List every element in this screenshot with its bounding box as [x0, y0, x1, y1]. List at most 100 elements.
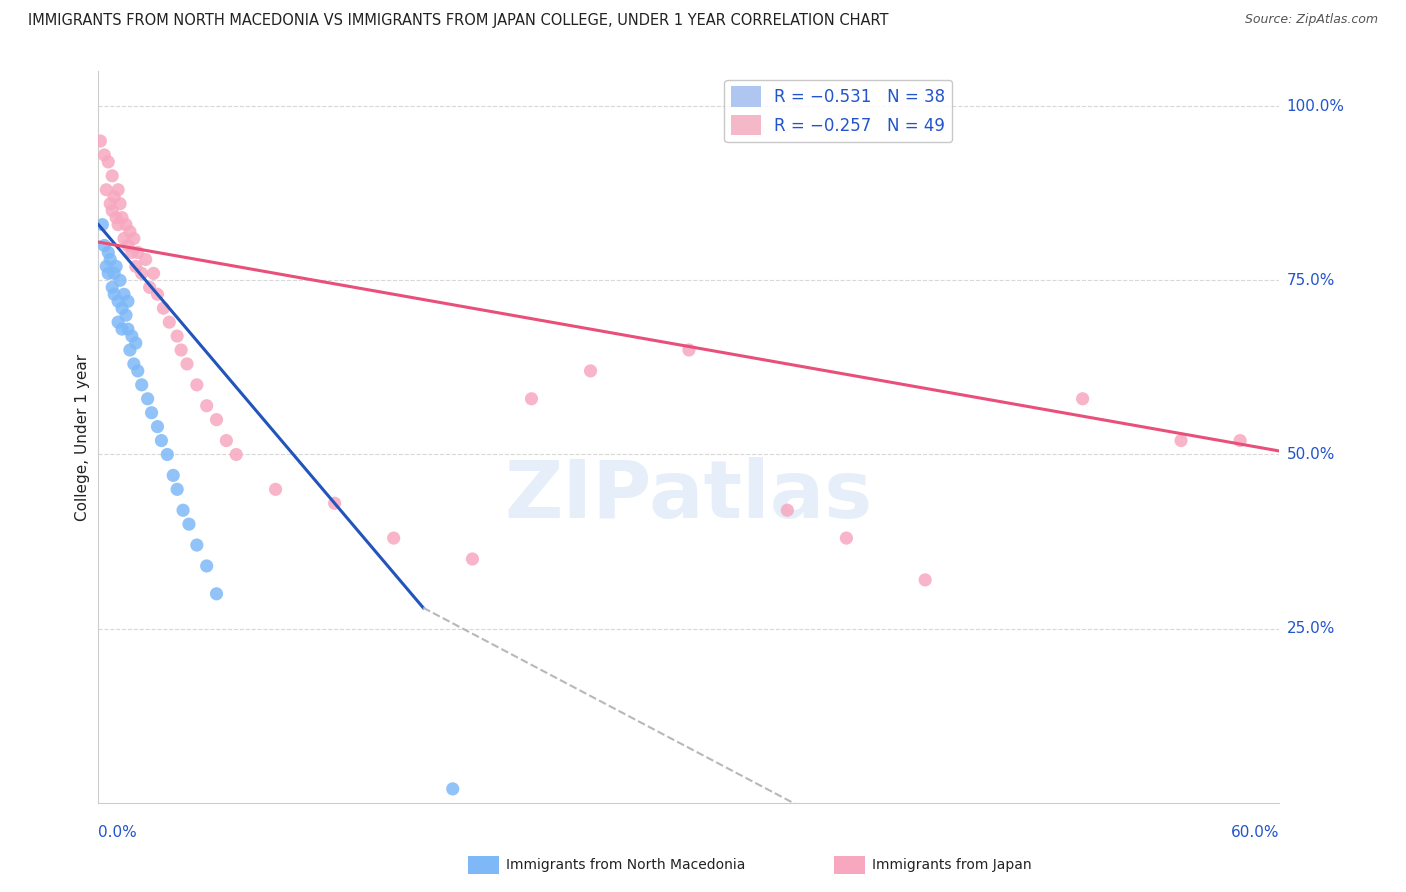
Point — [678, 343, 700, 357]
Point — [225, 448, 247, 462]
Point — [118, 343, 141, 357]
Point — [146, 287, 169, 301]
Point — [101, 280, 124, 294]
Point — [91, 218, 114, 232]
Point — [914, 573, 936, 587]
Point — [105, 211, 128, 225]
Point — [103, 266, 125, 280]
Point — [205, 412, 228, 426]
Point — [107, 218, 129, 232]
Point — [186, 377, 208, 392]
Point — [146, 419, 169, 434]
Text: 75.0%: 75.0% — [1286, 273, 1334, 288]
Text: 100.0%: 100.0% — [1286, 99, 1344, 113]
Point — [461, 552, 484, 566]
Text: Source: ZipAtlas.com: Source: ZipAtlas.com — [1244, 13, 1378, 27]
Point — [127, 245, 149, 260]
Point — [135, 252, 157, 267]
Point — [117, 238, 139, 252]
Text: 60.0%: 60.0% — [1232, 825, 1279, 840]
Point — [115, 308, 138, 322]
Point — [112, 287, 135, 301]
Point — [176, 357, 198, 371]
Point — [105, 260, 128, 274]
Point — [107, 294, 129, 309]
Point — [141, 406, 163, 420]
Point — [382, 531, 405, 545]
Point — [142, 266, 165, 280]
Text: Immigrants from North Macedonia: Immigrants from North Macedonia — [506, 858, 745, 872]
Point — [195, 558, 218, 573]
Text: ZIPatlas: ZIPatlas — [505, 457, 873, 534]
Point — [520, 392, 543, 406]
Text: IMMIGRANTS FROM NORTH MACEDONIA VS IMMIGRANTS FROM JAPAN COLLEGE, UNDER 1 YEAR C: IMMIGRANTS FROM NORTH MACEDONIA VS IMMIG… — [28, 13, 889, 29]
Point — [156, 448, 179, 462]
Point — [93, 148, 115, 162]
Text: 50.0%: 50.0% — [1286, 447, 1334, 462]
Point — [215, 434, 238, 448]
Point — [177, 517, 200, 532]
Point — [121, 329, 143, 343]
Point — [97, 266, 120, 280]
Point — [108, 273, 131, 287]
Point — [131, 377, 153, 392]
Point — [122, 357, 145, 371]
Point — [111, 211, 134, 225]
Point — [117, 294, 139, 309]
Point — [103, 287, 125, 301]
Point — [323, 496, 346, 510]
Point — [776, 503, 799, 517]
Point — [1071, 392, 1094, 406]
Point — [93, 238, 115, 252]
Point — [103, 190, 125, 204]
Point — [172, 503, 194, 517]
Point — [157, 315, 180, 329]
Y-axis label: College, Under 1 year: College, Under 1 year — [75, 353, 90, 521]
Point — [162, 468, 184, 483]
Point — [152, 301, 174, 316]
Point — [98, 196, 121, 211]
Text: Immigrants from Japan: Immigrants from Japan — [872, 858, 1032, 872]
Point — [125, 260, 148, 274]
Point — [96, 183, 118, 197]
Point — [89, 134, 111, 148]
Point — [127, 364, 149, 378]
Point — [170, 343, 193, 357]
Point — [150, 434, 173, 448]
Point — [121, 245, 143, 260]
Point — [131, 266, 153, 280]
Text: 0.0%: 0.0% — [98, 825, 138, 840]
Point — [125, 336, 148, 351]
Point — [579, 364, 602, 378]
Point — [117, 322, 139, 336]
Point — [186, 538, 208, 552]
Point — [138, 280, 160, 294]
Point — [96, 260, 118, 274]
Point — [195, 399, 218, 413]
Point — [107, 315, 129, 329]
Point — [166, 483, 188, 497]
Point — [107, 183, 129, 197]
Legend: R = −0.531   N = 38, R = −0.257   N = 49: R = −0.531 N = 38, R = −0.257 N = 49 — [724, 79, 952, 142]
Point — [264, 483, 287, 497]
Text: 25.0%: 25.0% — [1286, 621, 1334, 636]
Point — [205, 587, 228, 601]
Point — [835, 531, 858, 545]
Point — [112, 231, 135, 245]
Point — [115, 218, 138, 232]
Point — [441, 781, 464, 796]
Point — [1170, 434, 1192, 448]
Point — [136, 392, 159, 406]
Point — [101, 203, 124, 218]
Point — [166, 329, 188, 343]
Point — [97, 155, 120, 169]
Point — [97, 245, 120, 260]
Point — [1229, 434, 1251, 448]
Point — [111, 301, 134, 316]
Point — [122, 231, 145, 245]
Point — [98, 252, 121, 267]
Point — [108, 196, 131, 211]
Point — [111, 322, 134, 336]
Point — [101, 169, 124, 183]
Point — [118, 225, 141, 239]
